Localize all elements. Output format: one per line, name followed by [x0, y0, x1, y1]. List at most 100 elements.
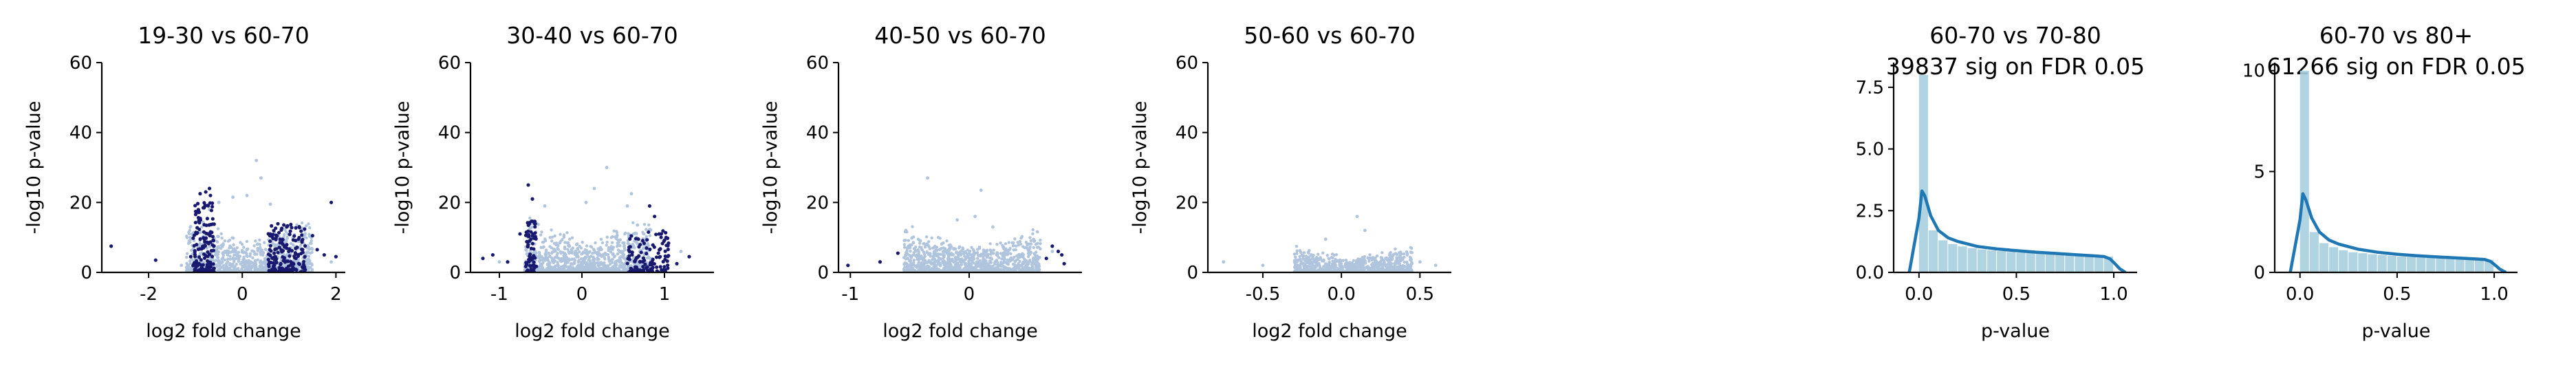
data-point — [1396, 256, 1400, 259]
data-point — [962, 250, 966, 254]
data-point — [997, 256, 1001, 259]
data-point — [941, 260, 944, 263]
significant-point — [274, 247, 279, 251]
data-point — [1014, 244, 1018, 248]
data-point — [902, 239, 906, 242]
data-point — [912, 251, 916, 255]
data-point — [1021, 245, 1025, 248]
data-point — [217, 235, 220, 239]
significant-point — [290, 248, 294, 253]
data-point — [923, 246, 927, 249]
x-tick-label: 1 — [659, 284, 671, 305]
significant-point — [277, 230, 281, 235]
data-point — [1038, 256, 1041, 259]
data-point — [647, 256, 651, 260]
data-point — [645, 235, 649, 239]
significant-point — [188, 255, 193, 259]
significant-point — [193, 204, 197, 208]
significant-point — [210, 255, 215, 259]
data-point — [263, 257, 267, 261]
data-point — [912, 258, 916, 262]
data-point — [596, 247, 600, 250]
significant-point — [281, 237, 285, 241]
data-point — [1317, 252, 1320, 256]
data-point — [1002, 267, 1006, 270]
data-point — [581, 241, 584, 244]
data-point — [916, 266, 919, 270]
significant-point — [208, 193, 213, 197]
data-point — [263, 241, 266, 244]
data-point — [226, 239, 230, 243]
data-point — [982, 257, 985, 261]
y-tick-label: 0 — [449, 263, 461, 283]
data-point — [1390, 258, 1394, 261]
data-point — [988, 264, 992, 268]
significant-point — [631, 268, 636, 272]
data-point — [258, 246, 262, 250]
data-point — [226, 253, 230, 257]
data-point — [537, 259, 541, 263]
data-point — [589, 255, 593, 258]
data-point — [1035, 268, 1039, 272]
data-point — [538, 264, 541, 268]
data-point — [543, 237, 547, 241]
data-point — [973, 266, 976, 269]
data-point — [1403, 252, 1406, 256]
data-point — [605, 166, 609, 169]
data-point — [310, 247, 313, 250]
significant-point — [272, 251, 277, 255]
data-point — [566, 248, 570, 251]
significant-point — [645, 252, 649, 256]
data-point — [1031, 232, 1035, 236]
data-point — [187, 232, 191, 236]
data-point — [649, 228, 653, 232]
data-point — [565, 255, 568, 259]
data-point — [261, 252, 265, 255]
data-point — [559, 257, 563, 261]
significant-point — [205, 240, 209, 244]
significant-point — [664, 235, 669, 239]
data-point — [618, 263, 622, 268]
data-point — [220, 237, 224, 240]
data-point — [585, 249, 589, 252]
data-point — [1308, 261, 1312, 265]
significant-point — [278, 241, 282, 245]
significant-point — [294, 226, 298, 230]
data-point — [232, 253, 236, 257]
data-point — [237, 259, 241, 263]
significant-point — [526, 243, 530, 247]
data-point — [241, 251, 246, 255]
data-point — [922, 250, 926, 254]
data-point — [556, 257, 561, 260]
significant-point — [660, 268, 664, 272]
data-point — [923, 255, 927, 259]
data-point — [635, 232, 638, 235]
data-point — [985, 255, 989, 259]
significant-point — [645, 265, 649, 269]
significant-point — [651, 257, 655, 261]
data-point — [942, 255, 946, 259]
y-tick-label: 20 — [438, 193, 461, 213]
data-point — [917, 261, 920, 264]
data-point — [232, 250, 237, 254]
data-point — [907, 239, 910, 242]
significant-point — [279, 248, 283, 252]
data-point — [307, 226, 312, 230]
significant-point — [637, 254, 641, 258]
data-point — [246, 255, 249, 259]
data-point — [1019, 236, 1023, 240]
significant-point — [878, 260, 883, 264]
data-point — [239, 241, 242, 244]
data-point — [219, 266, 223, 270]
significant-point — [269, 249, 273, 253]
data-point — [180, 263, 184, 268]
data-point — [957, 263, 962, 268]
data-point — [528, 216, 532, 220]
data-point — [625, 204, 629, 208]
significant-point — [267, 268, 271, 272]
significant-point — [625, 261, 629, 266]
data-point — [215, 240, 219, 244]
significant-point — [1050, 244, 1054, 248]
data-point — [1295, 268, 1299, 271]
